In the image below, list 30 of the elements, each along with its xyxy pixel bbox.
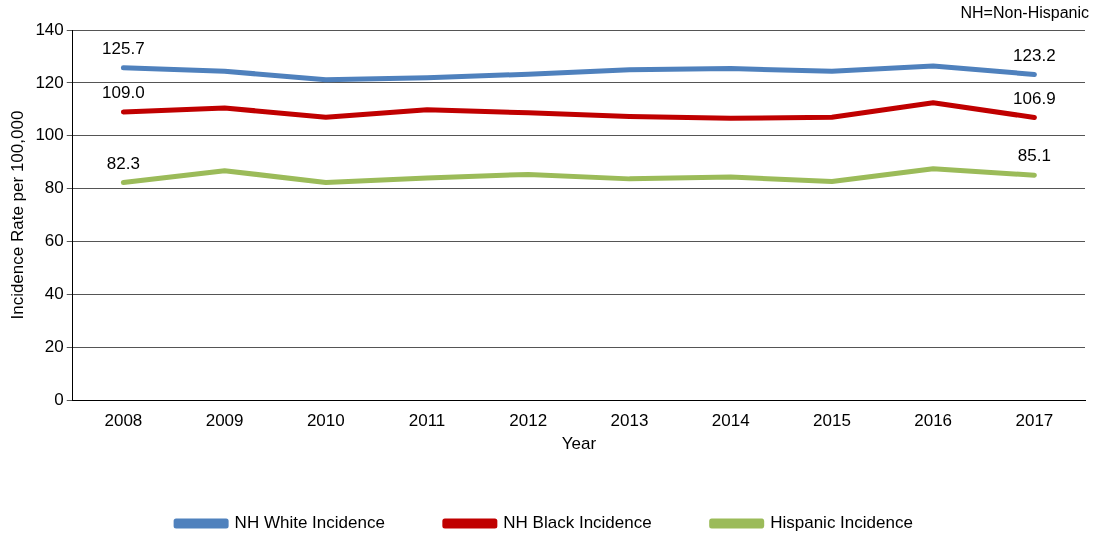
- x-tick-label: 2010: [306, 411, 345, 431]
- x-tick-label: 2012: [509, 411, 548, 431]
- y-tick-label: 120: [35, 72, 64, 92]
- data-label: 125.7: [102, 39, 145, 58]
- y-tick-label: 40: [44, 284, 64, 304]
- y-tick-label: 60: [44, 231, 64, 251]
- data-label: 109.0: [102, 83, 145, 103]
- data-label: 106.9: [1013, 88, 1056, 108]
- y-tick-label: 80: [44, 178, 64, 198]
- y-tick-label: 0: [54, 389, 64, 409]
- text: NH=Non-Hispanic: [960, 4, 1089, 22]
- data-label: 123.2: [1013, 45, 1056, 65]
- x-tick-label: 2016: [914, 411, 953, 431]
- data-label: 85.1: [1017, 146, 1051, 166]
- data-label: 82.3: [106, 153, 140, 173]
- y-axis-title: Incidence Rate per 100,000: [7, 110, 27, 320]
- legend-label: NH White Incidence: [234, 513, 385, 533]
- legend-label: Hispanic Incidence: [770, 513, 913, 533]
- x-tick-label: 2015: [813, 411, 851, 431]
- y-tick-label: 140: [35, 19, 64, 39]
- x-tick-label: 2017: [1015, 411, 1054, 431]
- x-axis-title: Year: [561, 434, 597, 454]
- x-tick-label: 2011: [408, 411, 446, 431]
- x-tick-label: 2009: [205, 411, 244, 431]
- y-tick-label: 20: [44, 337, 64, 356]
- x-tick-label: 2008: [104, 411, 143, 431]
- x-tick-label: 2013: [610, 411, 649, 431]
- legend-label: NH Black Incidence: [503, 513, 652, 533]
- y-tick-label: 100: [35, 125, 64, 145]
- x-tick-label: 2014: [711, 411, 750, 431]
